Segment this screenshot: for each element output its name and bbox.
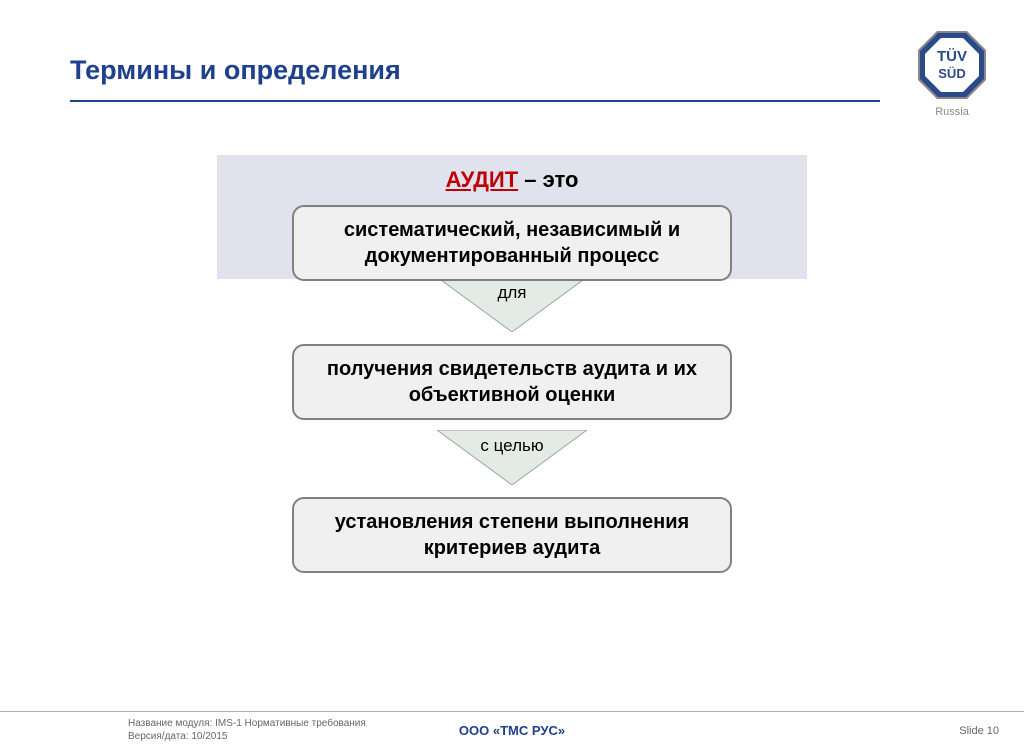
flow-box-3: установления степени выполнения критерие… [292,497,732,573]
flowchart: АУДИТ – это систематический, независимый… [0,155,1024,573]
footer-version: Версия/дата: 10/2015 [128,731,366,744]
logo-bottom-text: SÜD [938,66,965,81]
title-underline [70,100,880,102]
footer-left: Название модуля: IMS-1 Нормативные требо… [128,718,366,743]
arrow-label-1: для [497,283,526,303]
footer-center: ООО «ТМС РУС» [459,723,565,738]
logo-region: Russia [915,106,989,118]
arrow-label-2: с целью [480,436,543,456]
arrow-connector-2: с целью [437,430,587,485]
arrow-connector-1: для [437,277,587,332]
slide-title: Термины и определения [70,55,401,86]
footer-slide-number: Slide 10 [959,725,999,737]
flow-box-2: получения свидетельств аудита и их объек… [292,344,732,420]
logo: TÜV SÜD Russia [915,28,989,118]
footer-module: Название модуля: IMS-1 Нормативные требо… [128,718,366,731]
audit-word: АУДИТ [446,167,519,192]
header-band: АУДИТ – это систематический, независимый… [217,155,807,279]
footer: Название модуля: IMS-1 Нормативные требо… [0,711,1024,749]
logo-top-text: TÜV [937,48,967,65]
flow-box-1: систематический, независимый и документи… [292,205,732,281]
header-suffix: – это [518,167,578,192]
logo-octagon: TÜV SÜD [915,28,989,102]
header-text: АУДИТ – это [217,167,807,193]
